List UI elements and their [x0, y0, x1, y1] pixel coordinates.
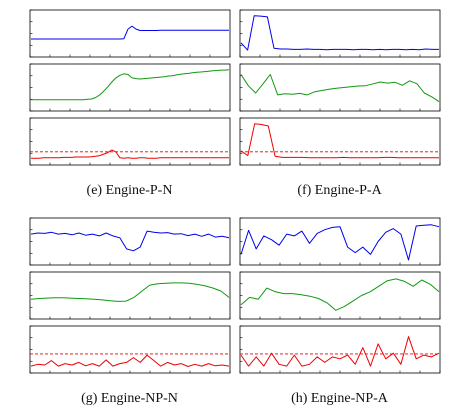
series-line-g-top [30, 230, 230, 252]
panel-frame-h-top [239, 217, 441, 266]
panel-frame-e-mid [29, 63, 231, 112]
caption-g: (g) Engine-NP-N [81, 391, 178, 406]
series-line-h-mid [240, 278, 440, 311]
series-line-h-top [240, 224, 440, 261]
series-line-f-top [240, 15, 439, 51]
series-line-h-bottom [240, 336, 440, 367]
series-line-g-mid [30, 282, 230, 302]
panel-frame-h-mid [239, 271, 441, 320]
series-line-e-bottom [31, 149, 229, 159]
series-line-e-mid [31, 69, 230, 101]
caption-f: (f) Engine-P-A [297, 183, 382, 198]
panel-frame-e-top [29, 9, 231, 58]
series-line-f-mid [240, 74, 440, 103]
panel-frame-h-bottom [239, 325, 441, 374]
series-line-f-bottom [240, 123, 439, 159]
caption-e: (e) Engine-P-N [86, 183, 173, 198]
caption-h: (h) Engine-NP-A [291, 391, 388, 406]
panel-frame-g-mid [29, 271, 231, 320]
panel-frame-g-top [29, 217, 231, 266]
series-line-e-top [31, 25, 229, 40]
series-line-g-bottom [30, 354, 230, 367]
